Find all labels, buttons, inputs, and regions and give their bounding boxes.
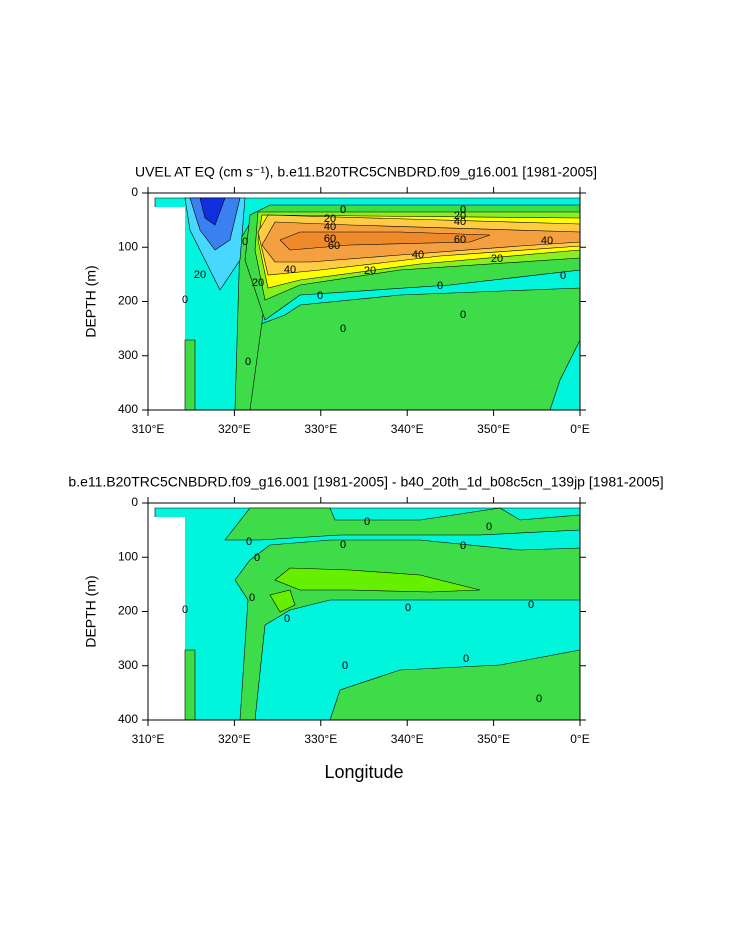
contour-label: 0 [437,280,443,292]
contour-label: 0 [560,270,566,282]
y-axis-label: DEPTH (m) [83,265,99,337]
contour-label: 0 [340,204,346,216]
contour-label: 40 [454,216,466,228]
contour-label: 20 [194,269,206,281]
contour-fill [148,517,185,720]
contour-label: 20 [364,265,376,277]
contour-label: 40 [284,264,296,276]
contour-label: 0 [364,516,370,528]
y-tick-label: 0 [131,495,138,509]
contour-label: 0 [528,599,534,611]
contour-label: 40 [324,221,336,233]
contour-label: 0 [486,521,492,533]
contour-label: 60 [324,233,336,245]
x-tick-label: 320°E [218,422,251,436]
contour-label: 0 [340,539,346,551]
y-tick-label: 0 [131,185,138,199]
x-axis-label: Longitude [324,762,403,782]
contour-fill [279,231,491,251]
y-tick-label: 200 [118,294,138,308]
contour-label: 0 [254,552,260,564]
x-tick-label: 330°E [304,422,337,436]
contour-label: 0 [242,236,248,248]
contour-label: 20 [324,213,336,225]
contour-label: 40 [412,249,424,261]
contour-label: 0 [463,653,469,665]
x-tick-label: 310°E [132,422,165,436]
contour-label: 0 [460,540,466,552]
y-tick-label: 400 [118,712,138,726]
y-tick-label: 100 [118,549,138,563]
x-tick-label: 0°E [570,732,589,746]
x-tick-label: 320°E [218,732,251,746]
contour-label: 0 [342,660,348,672]
y-tick-label: 300 [118,348,138,362]
contour-fill [244,287,581,411]
x-tick-label: 340°E [391,422,424,436]
contour-label: 0 [340,323,346,335]
contour-fill [148,207,185,410]
contour-label: 0 [284,613,290,625]
x-tick-label: 350°E [477,422,510,436]
x-tick-label: 330°E [304,732,337,746]
y-tick-label: 300 [118,658,138,672]
chart-title: UVEL AT EQ (cm s⁻¹), b.e11.B20TRC5CNBDRD… [135,164,597,180]
contour-label: 60 [328,240,340,252]
x-tick-label: 0°E [570,422,589,436]
y-axis-label: DEPTH (m) [83,575,99,647]
y-tick-label: 200 [118,604,138,618]
contour-label: 0 [460,204,466,216]
contour-fill [199,197,226,226]
y-tick-label: 400 [118,402,138,416]
contour-label: 0 [317,290,323,302]
contour-label: 0 [536,693,542,705]
contour-fill [224,507,581,541]
contour-label: 0 [246,536,252,548]
contour-label: 20 [252,277,264,289]
chart-title: b.e11.B20TRC5CNBDRD.f09_g16.001 [1981-20… [68,474,663,490]
contour-label: 40 [541,235,553,247]
contour-label: 20 [491,253,503,265]
contour-label: 0 [245,356,251,368]
contour-fill [269,589,296,613]
contour-label: 20 [454,210,466,222]
contour-fill [274,567,481,593]
contour-label: 0 [249,592,255,604]
contour-label: 0 [182,294,188,306]
contour-fill [184,339,196,411]
x-tick-label: 310°E [132,732,165,746]
contour-label: 60 [454,234,466,246]
x-tick-label: 350°E [477,732,510,746]
contour-label: 0 [405,602,411,614]
contour-label: 0 [460,309,466,321]
y-tick-label: 100 [118,239,138,253]
contour-fill [184,649,196,721]
x-tick-label: 340°E [391,732,424,746]
contour-label: 0 [182,604,188,616]
